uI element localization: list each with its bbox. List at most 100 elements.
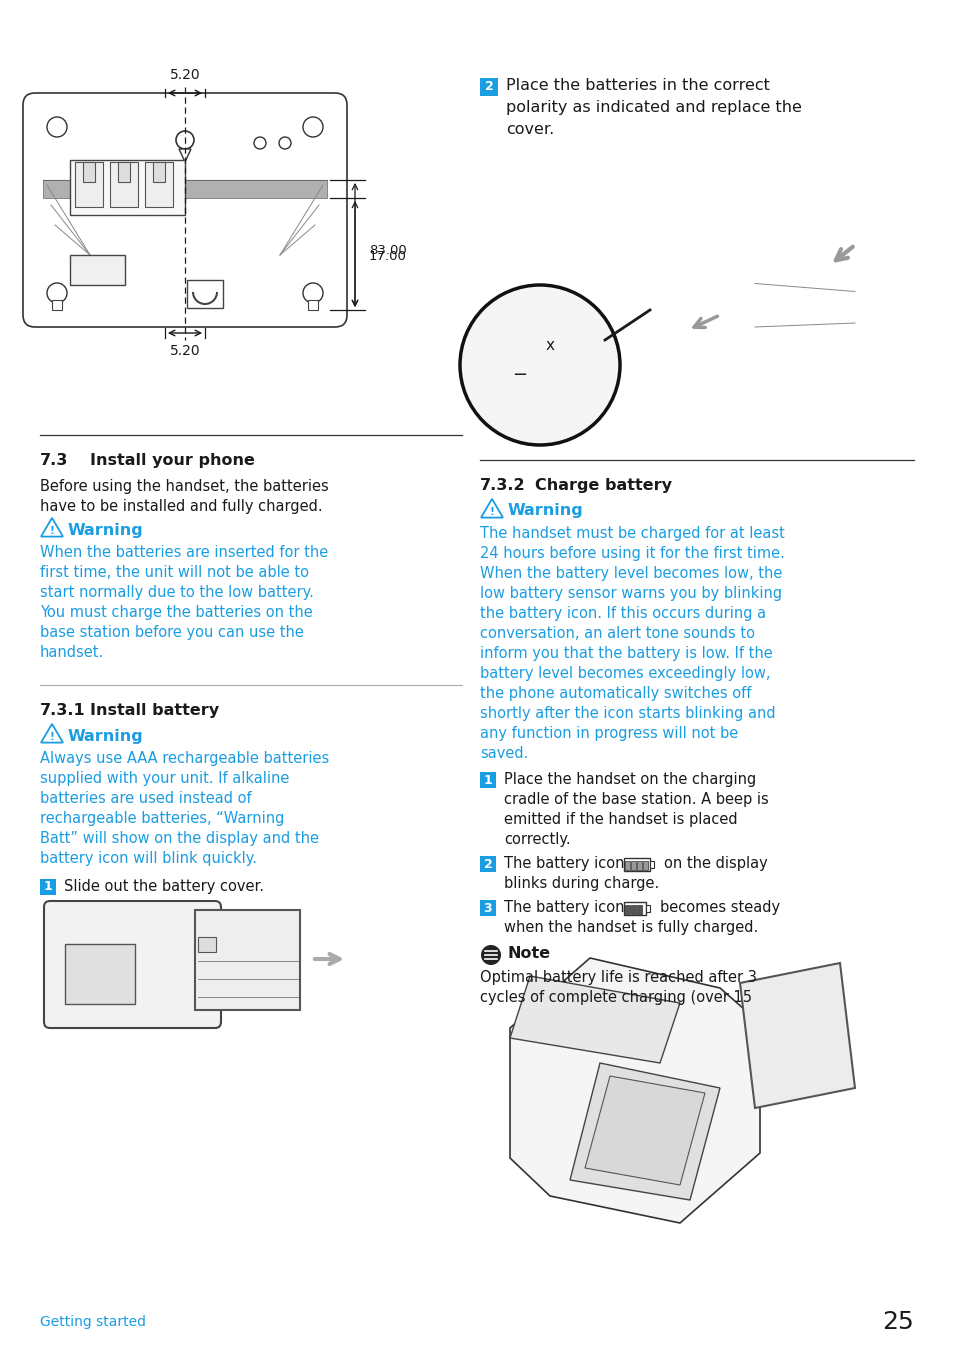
Polygon shape (740, 962, 854, 1108)
Bar (645, 905, 649, 913)
Bar (630, 905, 636, 914)
Bar (70, 160, 185, 214)
Bar (308, 301, 317, 310)
Circle shape (278, 137, 291, 150)
Bar (637, 861, 641, 869)
Bar (187, 280, 223, 307)
FancyBboxPatch shape (479, 900, 496, 917)
Bar (52, 301, 62, 310)
Text: 2: 2 (483, 857, 492, 871)
Text: !: ! (50, 526, 54, 535)
Text: 3: 3 (483, 902, 492, 914)
Polygon shape (41, 724, 63, 743)
Text: polarity as indicated and replace the: polarity as indicated and replace the (505, 100, 801, 115)
Text: Place the handset on the charging: Place the handset on the charging (503, 772, 756, 787)
Text: 24 hours before using it for the first time.: 24 hours before using it for the first t… (479, 546, 784, 561)
Text: Slide out the battery cover.: Slide out the battery cover. (64, 879, 264, 894)
Text: !: ! (50, 732, 54, 741)
Text: correctly.: correctly. (503, 832, 570, 847)
Text: The handset must be charged for at least: The handset must be charged for at least (479, 526, 784, 541)
Circle shape (175, 131, 193, 150)
Text: !: ! (489, 507, 494, 516)
Bar (65, 944, 135, 1004)
Text: becomes steady: becomes steady (659, 900, 780, 915)
Text: batteries are used instead of: batteries are used instead of (40, 791, 252, 806)
Text: blinks during charge.: blinks during charge. (503, 876, 659, 891)
Text: Warning: Warning (68, 523, 144, 538)
Bar (70, 255, 125, 284)
Bar (43, 181, 327, 198)
Text: 17.00: 17.00 (369, 249, 406, 263)
Polygon shape (584, 1076, 704, 1185)
Text: when the handset is fully charged.: when the handset is fully charged. (503, 919, 758, 936)
Text: first time, the unit will not be able to: first time, the unit will not be able to (40, 565, 309, 580)
Circle shape (47, 117, 67, 137)
Text: Install battery: Install battery (90, 704, 219, 718)
FancyBboxPatch shape (479, 772, 496, 789)
Polygon shape (179, 150, 191, 162)
Text: Install your phone: Install your phone (90, 453, 254, 468)
Text: battery icon will blink quickly.: battery icon will blink quickly. (40, 851, 256, 865)
Text: shortly after the icon starts blinking and: shortly after the icon starts blinking a… (479, 706, 775, 721)
Circle shape (253, 137, 266, 150)
Bar (83, 162, 95, 182)
Text: inform you that the battery is low. If the: inform you that the battery is low. If t… (479, 646, 772, 661)
Text: Warning: Warning (507, 504, 583, 519)
Text: handset.: handset. (40, 644, 104, 661)
Text: have to be installed and fully charged.: have to be installed and fully charged. (40, 499, 322, 514)
Text: 1: 1 (483, 774, 492, 786)
Text: saved.: saved. (479, 745, 528, 762)
Circle shape (303, 283, 323, 303)
FancyBboxPatch shape (479, 78, 497, 96)
Text: Charge battery: Charge battery (535, 479, 671, 493)
Text: Place the batteries in the correct: Place the batteries in the correct (505, 78, 769, 93)
Text: 83.00: 83.00 (369, 244, 406, 256)
Bar (198, 937, 215, 952)
Text: You must charge the batteries on the: You must charge the batteries on the (40, 605, 313, 620)
FancyBboxPatch shape (479, 856, 496, 872)
Circle shape (303, 117, 323, 137)
Bar (630, 861, 636, 869)
Text: cover.: cover. (505, 123, 554, 137)
Text: 5.20: 5.20 (170, 67, 200, 82)
Text: Before using the handset, the batteries: Before using the handset, the batteries (40, 479, 329, 493)
Text: 5.20: 5.20 (170, 344, 200, 359)
Text: base station before you can use the: base station before you can use the (40, 625, 304, 640)
Text: battery level becomes exceedingly low,: battery level becomes exceedingly low, (479, 666, 770, 681)
Text: Optimal battery life is reached after 3: Optimal battery life is reached after 3 (479, 971, 756, 985)
Circle shape (480, 945, 500, 965)
Text: emitted if the handset is placed: emitted if the handset is placed (503, 811, 737, 828)
Bar (624, 861, 629, 869)
Text: start normally due to the low battery.: start normally due to the low battery. (40, 585, 314, 600)
Text: Getting started: Getting started (40, 1316, 146, 1329)
Text: on the display: on the display (663, 856, 767, 871)
Text: cycles of complete charging (over 15: cycles of complete charging (over 15 (479, 989, 751, 1006)
Bar (152, 162, 165, 182)
Text: conversation, an alert tone sounds to: conversation, an alert tone sounds to (479, 625, 754, 642)
Polygon shape (41, 518, 63, 537)
Circle shape (47, 283, 67, 303)
Polygon shape (480, 499, 502, 518)
Polygon shape (510, 976, 679, 1064)
Text: cradle of the base station. A beep is: cradle of the base station. A beep is (503, 793, 768, 807)
Bar (642, 861, 647, 869)
Text: rechargeable batteries, “Warning: rechargeable batteries, “Warning (40, 811, 284, 826)
Text: supplied with your unit. If alkaline: supplied with your unit. If alkaline (40, 771, 289, 786)
Text: x: x (545, 337, 554, 352)
Text: any function in progress will not be: any function in progress will not be (479, 727, 738, 741)
Polygon shape (569, 1064, 720, 1200)
Text: Note: Note (507, 946, 551, 961)
Bar (649, 861, 654, 868)
FancyBboxPatch shape (23, 93, 347, 328)
Bar (118, 162, 130, 182)
Text: When the battery level becomes low, the: When the battery level becomes low, the (479, 566, 781, 581)
Text: Batt” will show on the display and the: Batt” will show on the display and the (40, 830, 318, 847)
Bar (194, 910, 299, 1010)
FancyBboxPatch shape (44, 900, 221, 1029)
Text: The battery icon: The battery icon (503, 856, 624, 871)
Text: 7.3.1: 7.3.1 (40, 704, 86, 718)
Bar (623, 902, 645, 915)
Text: 7.3: 7.3 (40, 453, 69, 468)
Text: 1: 1 (44, 880, 52, 894)
Bar (624, 905, 629, 914)
